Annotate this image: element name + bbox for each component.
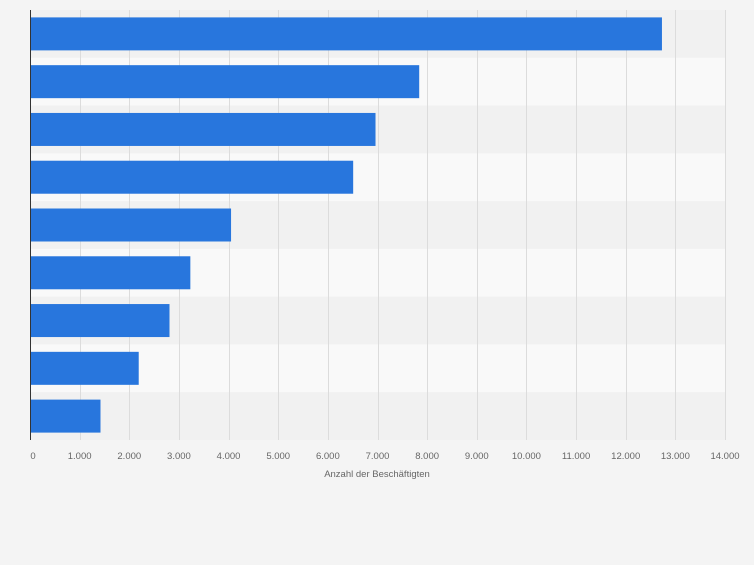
x-tick-label: 11.000 — [562, 451, 590, 462]
x-tick-label: 7.000 — [366, 451, 390, 462]
x-tick-label: 13.000 — [661, 451, 690, 462]
x-tick-label: 6.000 — [316, 451, 340, 462]
bar[interactable] — [30, 17, 662, 51]
x-tick-label: 12.000 — [611, 451, 640, 462]
x-tick-label: 10.000 — [512, 451, 541, 462]
x-axis-title: Anzahl der Beschäftigten — [324, 469, 430, 480]
x-tick-label: 14.000 — [710, 451, 739, 462]
bar[interactable] — [30, 160, 354, 194]
bars — [30, 17, 662, 433]
bar[interactable] — [30, 351, 139, 385]
bar[interactable] — [30, 65, 420, 99]
x-tick-label: 8.000 — [415, 451, 439, 462]
bar[interactable] — [30, 399, 101, 433]
x-tick-label: 2.000 — [117, 451, 141, 462]
bar[interactable] — [30, 304, 170, 338]
bar[interactable] — [30, 256, 191, 290]
x-tick-label: 4.000 — [217, 451, 241, 462]
bar[interactable] — [30, 208, 232, 242]
x-tick-label: 3.000 — [167, 451, 191, 462]
row-band — [30, 392, 725, 440]
x-tick-label: 1.000 — [68, 451, 92, 462]
x-tick-label: 5.000 — [266, 451, 290, 462]
x-tick-label: 0 — [30, 451, 35, 462]
bar[interactable] — [30, 112, 376, 146]
row-band — [30, 344, 725, 393]
x-axis-ticks: 0 1.000 2.000 3.000 4.000 5.000 6.000 7.000 8.00… — [30, 451, 739, 462]
x-tick-label: 9.000 — [465, 451, 489, 462]
